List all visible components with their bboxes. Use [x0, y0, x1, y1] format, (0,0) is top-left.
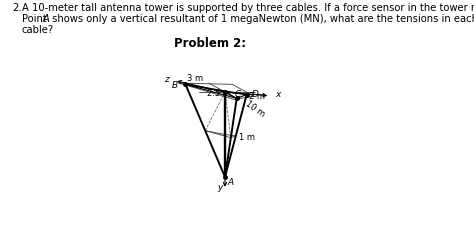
Text: B: B	[171, 81, 177, 90]
Text: Point: Point	[22, 14, 50, 24]
Text: 2.5 m: 2.5 m	[207, 89, 231, 98]
Text: 3 m: 3 m	[188, 74, 204, 83]
Text: A: A	[43, 14, 50, 24]
Text: Problem 2:: Problem 2:	[174, 37, 246, 50]
Text: x: x	[275, 90, 281, 99]
Text: shows only a vertical resultant of 1 megaNewton (MN), what are the tensions in e: shows only a vertical resultant of 1 meg…	[49, 14, 474, 24]
Text: 2 m: 2 m	[249, 92, 264, 102]
Text: 1 m: 1 m	[239, 133, 255, 142]
Text: 2.: 2.	[12, 3, 22, 13]
Text: z: z	[164, 75, 169, 84]
Text: cable?: cable?	[22, 25, 54, 35]
Text: y: y	[217, 183, 223, 192]
Text: C: C	[235, 90, 241, 99]
Text: 10 m: 10 m	[244, 99, 266, 119]
Text: A: A	[227, 178, 233, 187]
Text: D: D	[252, 90, 258, 99]
Text: A 10-meter tall antenna tower is supported by three cables. If a force sensor in: A 10-meter tall antenna tower is support…	[22, 3, 474, 13]
